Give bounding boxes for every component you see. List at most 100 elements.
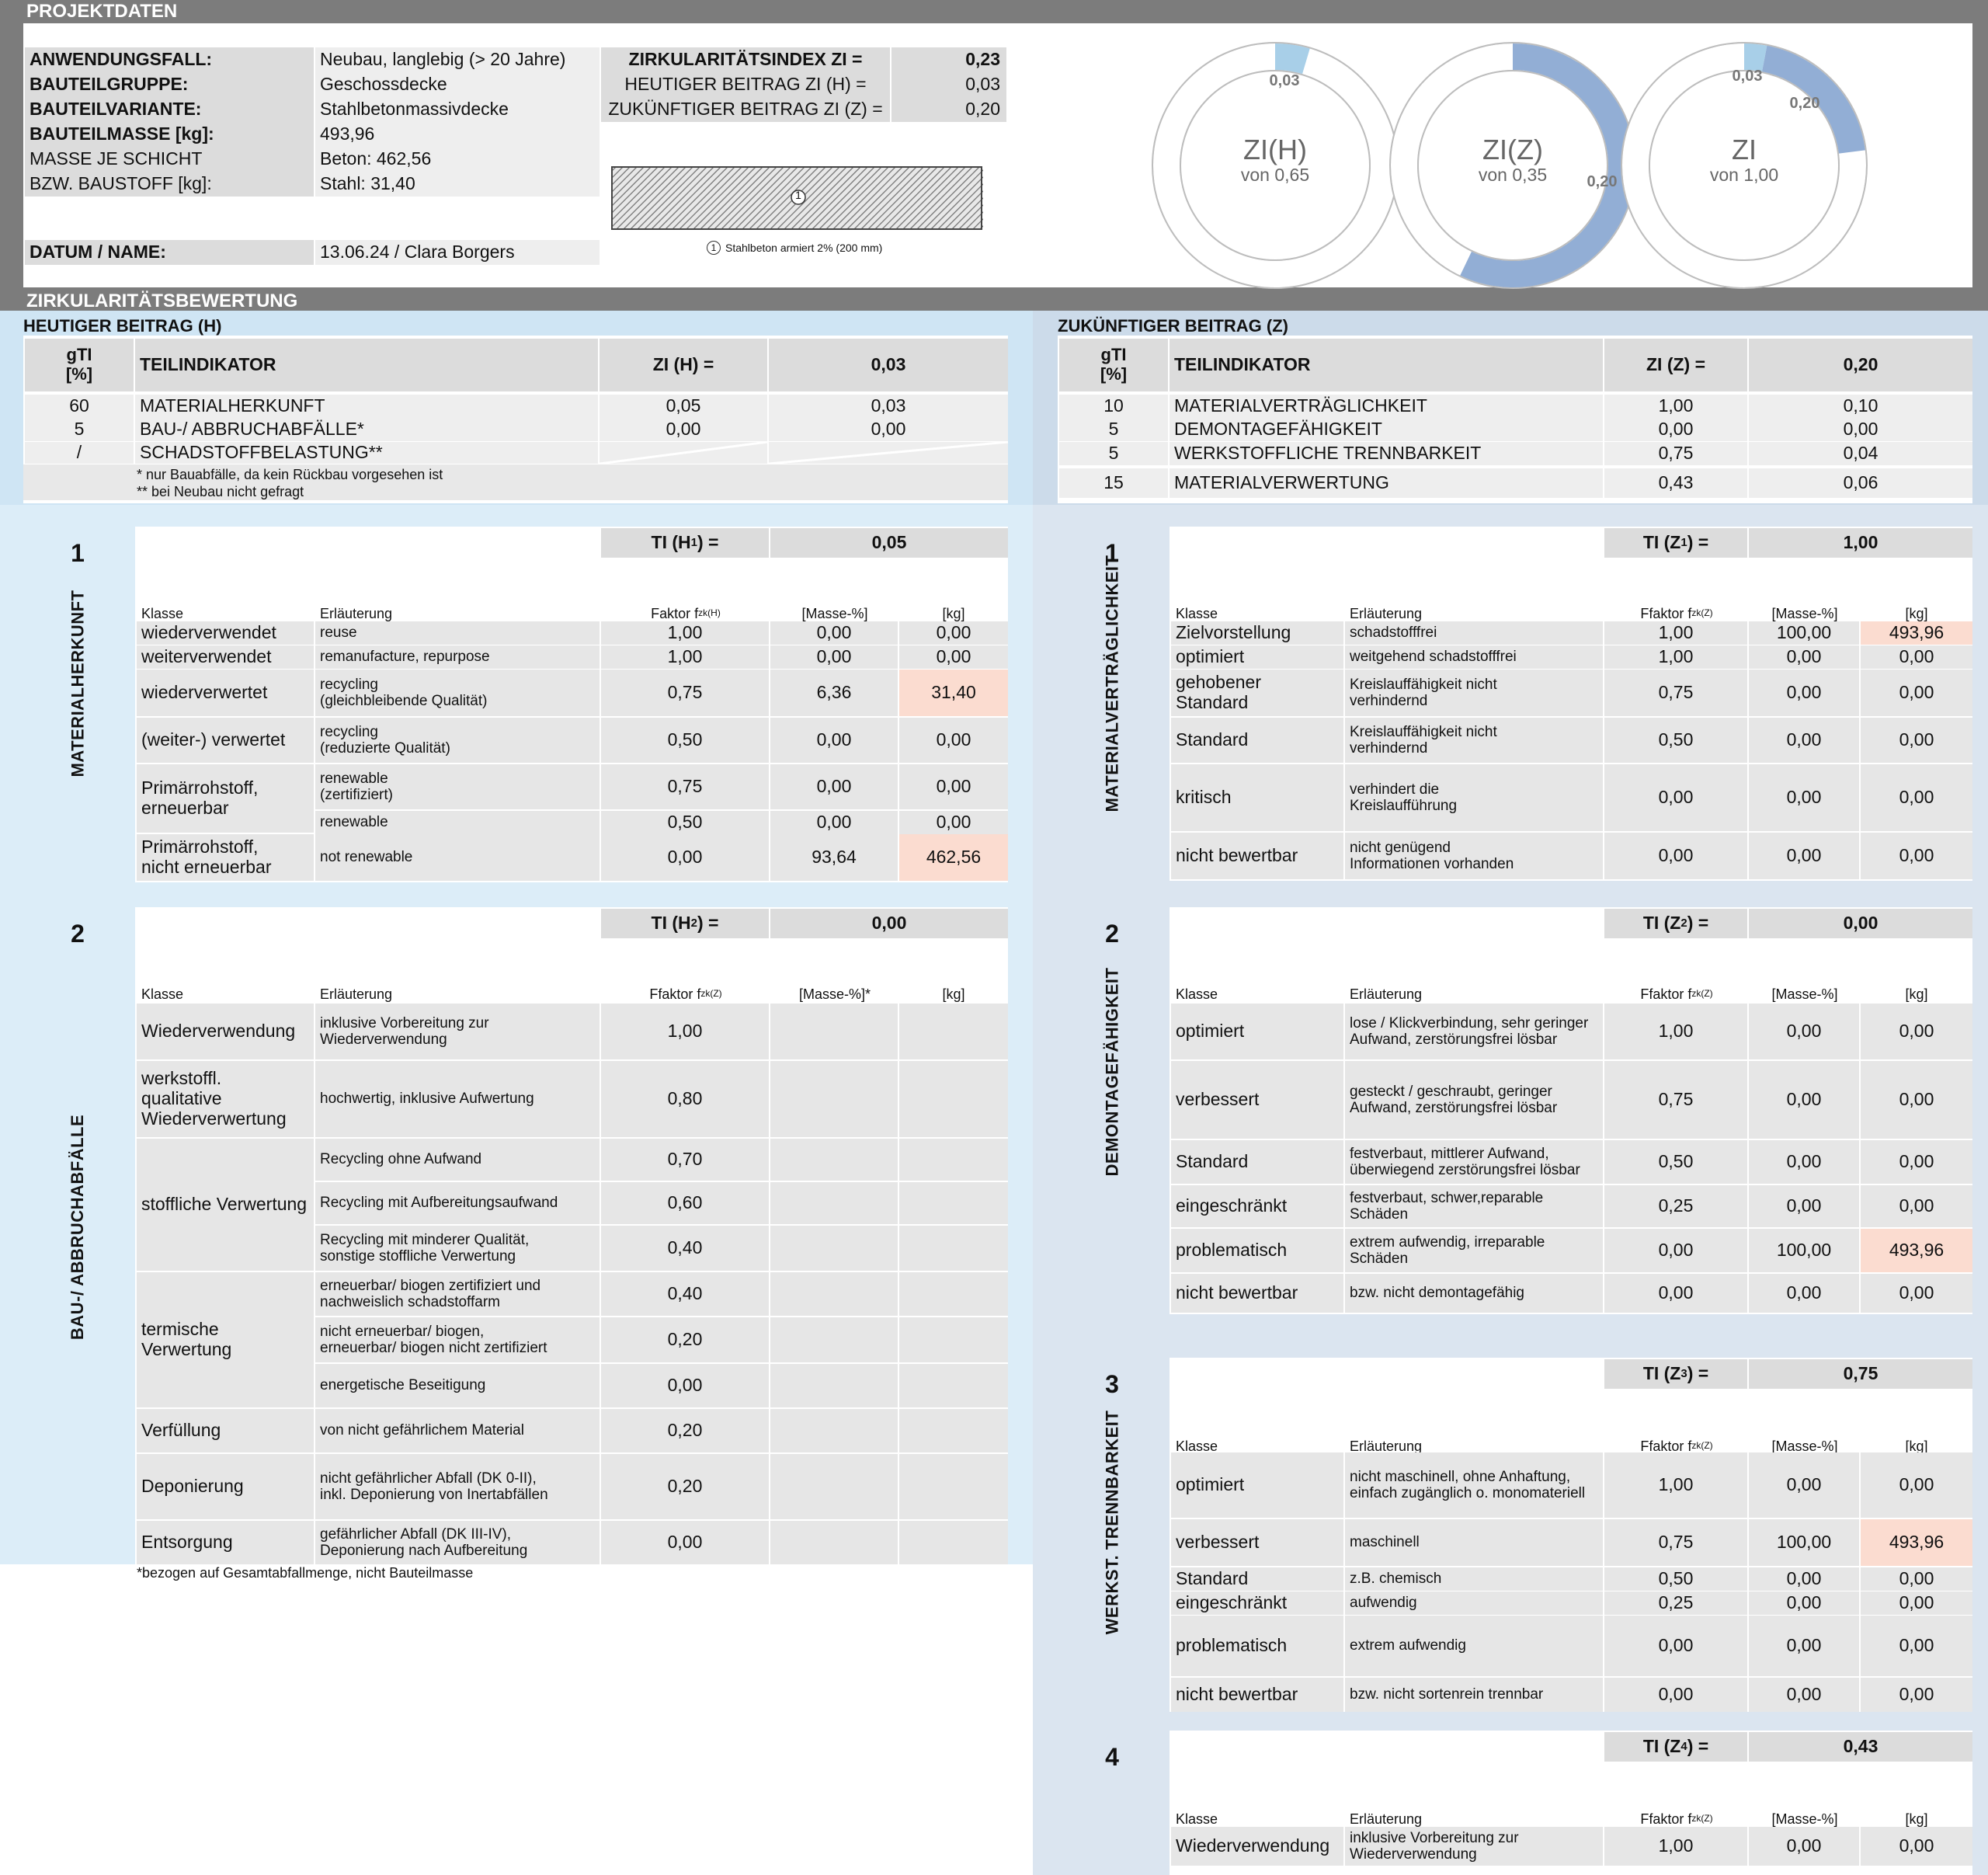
row-faktor: 0,40 <box>601 1272 769 1316</box>
row-masse: 0,00 <box>1749 1274 1859 1313</box>
donut-slice <box>1274 43 1310 75</box>
row-erlaeuterung: aufwendig <box>1345 1591 1603 1615</box>
project-value: 13.06.24 / Clara Borgers <box>315 240 600 265</box>
ti-label-sub: 4 <box>1680 1739 1687 1753</box>
block-title-text: BAU-/ ABBRUCHABFÄLLE <box>68 1114 88 1341</box>
teilindikator-name: BAU-/ ABBRUCHABFÄLLE* <box>135 418 598 441</box>
row-kg-empty <box>899 1226 1008 1271</box>
block-vertical-title: DEMONTAGEFÄHIGKEIT <box>1058 917 1166 1227</box>
row-masse: 0,00 <box>1749 1616 1859 1676</box>
row-kg-empty <box>899 1182 1008 1224</box>
row-erlaeuterung: Kreislauffähigkeit nicht verhindernd <box>1345 718 1603 763</box>
row-masse: 0,00 <box>1749 718 1859 763</box>
ti-label-sub: 2 <box>1680 916 1687 930</box>
donut-subtitle: von 1,00 <box>1709 165 1779 186</box>
row-erlaeuterung: inklusive Vorbereitung zur Wiederverwend… <box>1345 1827 1603 1866</box>
ti-label-end: ) = <box>1687 1363 1709 1384</box>
col-header-erlaeuterung: Erläuterung <box>1350 1811 1423 1827</box>
donut-label: 0,03 <box>1269 71 1300 89</box>
row-kg: 0,00 <box>1861 718 1972 763</box>
col-header-faktor-sub: zk(Z) <box>1691 1440 1713 1452</box>
row-masse: 0,00 <box>770 718 898 763</box>
zi-label: ZI (Z) = <box>1604 339 1747 391</box>
ti-label: TI (H 1) = <box>601 528 769 558</box>
col-header-erlaeuterung: Erläuterung <box>1350 605 1423 621</box>
row-faktor: 0,75 <box>1604 1519 1747 1566</box>
gti-unit: [%] <box>1100 364 1128 384</box>
col-header-masse: [Masse-%] <box>801 605 868 621</box>
row-erlaeuterung: Recycling ohne Aufwand <box>315 1139 600 1181</box>
row-erlaeuterung: z.B. chemisch <box>1345 1567 1603 1591</box>
teilindikator-header: TEILINDIKATOR <box>135 339 598 391</box>
row-erlaeuterung: nicht gefährlicher Abfall (DK 0-II), ink… <box>315 1454 600 1519</box>
row-masse: 100,00 <box>1749 1519 1859 1566</box>
row-kg-empty <box>899 1364 1008 1407</box>
row-kg: 0,00 <box>1861 645 1972 669</box>
row-klasse: Primärrohstoff, nicht erneuerbar <box>137 834 314 881</box>
row-erlaeuterung: extrem aufwendig <box>1345 1616 1603 1676</box>
col-header-faktor: Ffaktor f zk(Z) <box>1604 604 1749 623</box>
project-value: 493,96 <box>315 122 600 147</box>
row-klasse: optimiert <box>1171 1004 1343 1059</box>
row-masse: 0,00 <box>770 621 898 645</box>
row-masse-empty <box>770 1139 898 1181</box>
row-klasse: nicht bewertbar <box>1171 1274 1343 1313</box>
col-header-masse: [Masse-%]* <box>798 986 871 1002</box>
row-masse: 0,00 <box>770 645 898 669</box>
row-masse: 100,00 <box>1749 621 1859 645</box>
donut-slice <box>1743 43 1767 72</box>
ti-label-end: ) = <box>1687 1736 1709 1757</box>
row-kg-empty <box>899 1061 1008 1137</box>
row-faktor: 0,00 <box>601 834 769 881</box>
row-faktor: 0,00 <box>1604 1274 1747 1313</box>
row-faktor: 0,00 <box>1604 1616 1747 1676</box>
col-header-faktor-sub: zk(Z) <box>1691 1813 1713 1825</box>
ti-value: 0,05 <box>600 395 767 418</box>
row-faktor: 0,20 <box>601 1454 769 1519</box>
weighted-value: 0,00 <box>769 418 1008 441</box>
row-masse-empty <box>770 1409 898 1452</box>
col-header-erlaeuterung: Erläuterung <box>320 986 393 1002</box>
col-header-faktor-sub: zk(H) <box>698 607 721 619</box>
ti-value: 0,00 <box>770 909 1008 938</box>
row-kg: 493,96 <box>1861 621 1972 645</box>
row-kg: 0,00 <box>1861 1004 1972 1059</box>
row-klasse: nicht bewertbar <box>1171 1678 1343 1712</box>
row-kg: 0,00 <box>1861 1185 1972 1227</box>
col-header-klasse: Klasse <box>141 986 184 1002</box>
row-kg: 462,56 <box>899 834 1008 881</box>
donut-subtitle: von 0,35 <box>1478 165 1548 186</box>
row-erlaeuterung: extrem aufwendig, irreparable Schäden <box>1345 1229 1603 1272</box>
block-title-text: DEMONTAGEFÄHIGKEIT <box>1102 967 1122 1177</box>
col-header-kg: [kg] <box>942 605 965 621</box>
row-kg: 0,00 <box>1861 1616 1972 1676</box>
row-faktor: 0,00 <box>1604 764 1747 831</box>
section-bewertung: ZIRKULARITÄTSBEWERTUNG <box>0 287 1988 311</box>
row-masse-empty <box>770 1364 898 1407</box>
row-kg: 0,00 <box>1861 833 1972 879</box>
row-kg: 0,00 <box>899 811 1008 834</box>
donut-slice <box>1761 45 1865 155</box>
row-erlaeuterung: nicht genügend Informationen vorhanden <box>1345 833 1603 879</box>
row-faktor: 0,25 <box>1604 1591 1747 1615</box>
layer-number: 1 <box>795 189 801 202</box>
row-masse: 6,36 <box>770 670 898 716</box>
row-kg: 493,96 <box>1861 1229 1972 1272</box>
ti-label-end: ) = <box>1687 532 1709 553</box>
col-header-faktor-sub: zk(Z) <box>1691 988 1713 1000</box>
row-faktor: 0,50 <box>1604 1140 1747 1184</box>
row-erlaeuterung: schadstofffrei <box>1345 621 1603 645</box>
col-header-kg: [kg] <box>1905 605 1928 621</box>
row-faktor: 1,00 <box>601 1004 769 1059</box>
row-masse: 0,00 <box>1749 1140 1859 1184</box>
ti-label-text: TI (H <box>651 913 691 934</box>
row-erlaeuterung: renewable (zertifiziert) <box>315 764 600 809</box>
row-masse: 0,00 <box>1749 1452 1859 1518</box>
gti-header: gTI [%] <box>1059 339 1168 391</box>
ti-label: TI (Z 4) = <box>1604 1732 1747 1762</box>
row-erlaeuterung: not renewable <box>315 834 600 881</box>
row-masse: 0,00 <box>1749 670 1859 716</box>
weighted-value: 0,03 <box>769 395 1008 418</box>
row-erlaeuterung: energetische Beseitigung <box>315 1364 600 1407</box>
col-header-faktor-text: Ffaktor f <box>1640 1438 1692 1454</box>
